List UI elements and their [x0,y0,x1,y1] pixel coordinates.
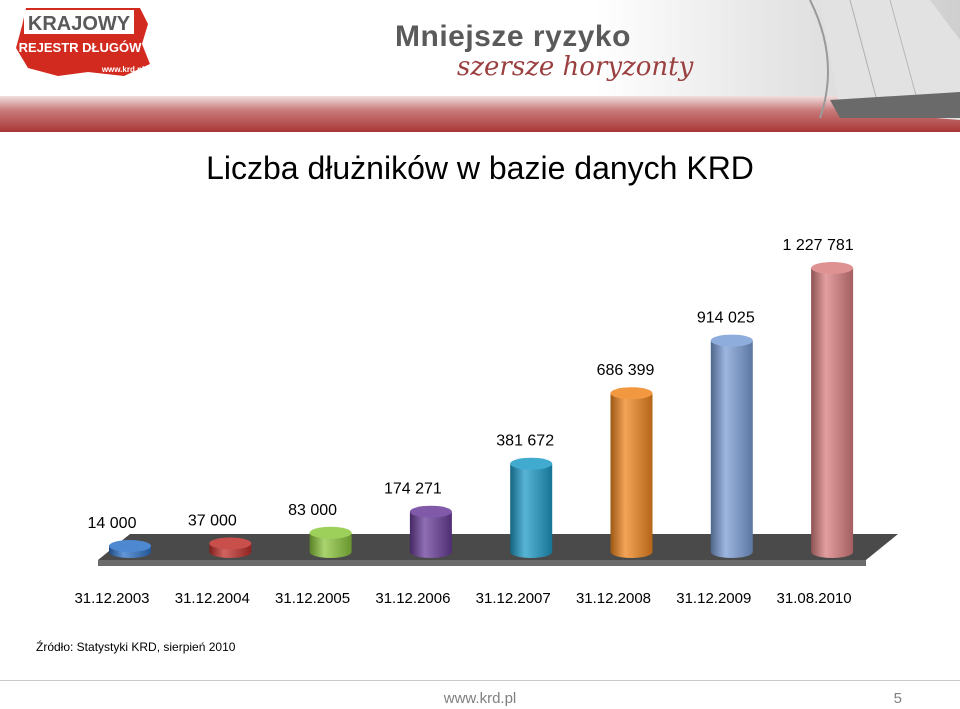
data-label-31.12.2007: 381 672 [496,433,554,450]
slogan-main: Mniejsze ryzyko [395,20,631,53]
data-labels-group: 14 000 37 000 83 000 174 271 381 672 686 399 9… [88,237,854,532]
footer-divider [0,680,960,681]
data-label-31.12.2004: 37 000 [188,512,237,529]
header-banner: KRAJOWY REJESTR DŁUGÓW www.krd.pl Mniejs… [0,0,960,132]
bar-cap-31.12.2008 [610,387,653,400]
data-label-31.12.2008: 686 399 [597,362,655,379]
logo-line2: REJESTR DŁUGÓW [19,40,143,55]
bar-31.12.2007 [510,463,553,558]
data-label-31.12.2003: 14 000 [88,515,137,532]
slogan: Mniejsze ryzyko szersze horyzonty [395,20,693,82]
bar-31.12.2008 [610,393,653,558]
bar-cap-31.12.2004 [209,537,252,550]
bar-31.08.2010 [811,268,854,558]
x-tick-31.12.2009: 31.12.2009 [676,590,751,607]
logo-line1: KRAJOWY [28,13,131,35]
slogan-sub: szersze horyzonty [457,52,694,82]
source-note: Źródło: Statystyki KRD, sierpień 2010 [36,640,236,654]
x-tick-labels-group: 31.12.2003 31.12.2004 31.12.2005 31.12.2006… [74,590,851,607]
logo-url: www.krd.pl [101,65,144,74]
bar-cap-31.12.2006 [409,505,452,518]
krd-logo[interactable]: KRAJOWY REJESTR DŁUGÓW www.krd.pl [8,4,158,80]
data-label-31.12.2009: 914 025 [697,310,755,327]
data-label-31.08.2010: 1 227 781 [783,237,854,254]
bar-chart: 14 000 37 000 83 000 174 271 381 672 686 399 9… [74,237,898,607]
bar-cap-31.12.2009 [710,334,753,347]
bar-31.12.2009 [710,340,753,558]
bar-cap-31.08.2010 [811,262,854,274]
sailboat-image [809,0,960,120]
x-tick-31.12.2008: 31.12.2008 [576,590,651,607]
bar-31.12.2006 [409,511,452,558]
x-tick-31.12.2003: 31.12.2003 [74,590,149,607]
chart-floor-top [98,560,866,566]
chart-title: Liczba dłużników w bazie danych KRD [206,150,754,186]
bars-group [109,262,854,558]
x-tick-31.12.2005: 31.12.2005 [275,590,350,607]
chart-floor [98,534,898,560]
bar-cap-31.12.2005 [309,526,352,539]
data-label-31.12.2005: 83 000 [288,502,337,519]
banner-red-stripe [0,96,960,132]
page-number: 5 [893,690,902,707]
bar-31.12.2005 [309,532,352,558]
x-tick-31.08.2010: 31.08.2010 [777,590,852,607]
x-tick-31.12.2004: 31.12.2004 [175,590,250,607]
x-tick-31.12.2007: 31.12.2007 [476,590,551,607]
bar-cap-31.12.2003 [109,540,151,552]
x-tick-31.12.2006: 31.12.2006 [375,590,450,607]
bar-cap-31.12.2007 [510,457,553,470]
footer-site[interactable]: www.krd.pl [443,690,517,707]
data-label-31.12.2006: 174 271 [384,481,442,498]
